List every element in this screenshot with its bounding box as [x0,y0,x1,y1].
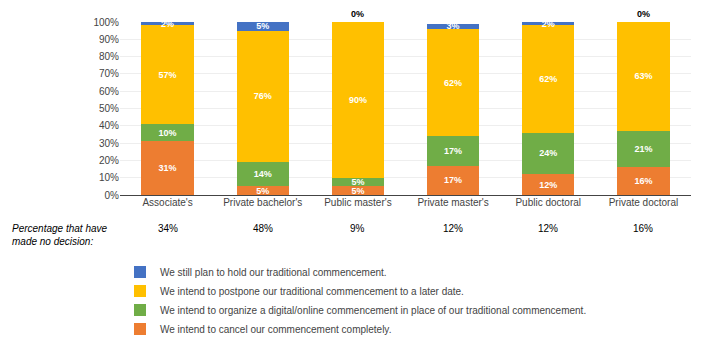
svg-text:100%: 100% [93,17,119,28]
svg-text:0%: 0% [105,190,120,201]
svg-text:76%: 76% [254,91,272,101]
svg-text:Public doctoral: Public doctoral [515,197,581,208]
svg-text:30%: 30% [99,138,119,149]
svg-text:50%: 50% [99,103,119,114]
svg-text:17%: 17% [444,175,462,185]
svg-text:16%: 16% [634,176,652,186]
svg-text:12%: 12% [539,180,557,190]
svg-text:Associate's: Associate's [142,197,192,208]
svg-text:60%: 60% [99,86,119,97]
svg-text:63%: 63% [634,71,652,81]
svg-text:5%: 5% [351,186,364,196]
svg-text:62%: 62% [539,74,557,84]
svg-text:80%: 80% [99,51,119,62]
svg-text:We intend to organize a digita: We intend to organize a digital/online c… [160,305,586,316]
svg-text:0%: 0% [351,9,364,19]
svg-text:5%: 5% [256,186,269,196]
svg-text:0%: 0% [637,9,650,19]
svg-text:Private doctoral: Private doctoral [609,197,678,208]
svg-text:12%: 12% [538,223,558,234]
svg-text:12%: 12% [443,223,463,234]
svg-text:40%: 40% [99,120,119,131]
svg-text:24%: 24% [539,148,557,158]
svg-text:34%: 34% [158,223,178,234]
svg-text:70%: 70% [99,68,119,79]
svg-text:Private master's: Private master's [417,197,488,208]
svg-text:10%: 10% [159,128,177,138]
svg-text:57%: 57% [159,70,177,80]
svg-text:14%: 14% [254,169,272,179]
svg-text:We intend to postpone our trad: We intend to postpone our traditional co… [160,286,464,297]
svg-text:17%: 17% [444,146,462,156]
svg-text:31%: 31% [159,163,177,173]
svg-text:Percentage that havemade no de: Percentage that havemade no decision: [12,223,108,247]
svg-text:2%: 2% [161,19,174,29]
svg-text:5%: 5% [351,177,364,187]
svg-text:5%: 5% [256,21,269,31]
svg-text:We still plan to hold our trad: We still plan to hold our traditional co… [160,267,387,278]
svg-text:We intend to cancel our commen: We intend to cancel our commencement com… [160,324,391,335]
svg-text:90%: 90% [99,34,119,45]
svg-text:3%: 3% [447,21,460,31]
svg-text:90%: 90% [349,95,367,105]
svg-text:20%: 20% [99,155,119,166]
svg-text:21%: 21% [634,144,652,154]
svg-text:62%: 62% [444,78,462,88]
svg-text:Private bachelor's: Private bachelor's [223,197,302,208]
svg-text:2%: 2% [542,19,555,29]
svg-text:48%: 48% [253,223,273,234]
svg-text:Public master's: Public master's [324,197,392,208]
svg-text:16%: 16% [633,223,653,234]
svg-text:9%: 9% [350,223,365,234]
svg-text:10%: 10% [99,172,119,183]
